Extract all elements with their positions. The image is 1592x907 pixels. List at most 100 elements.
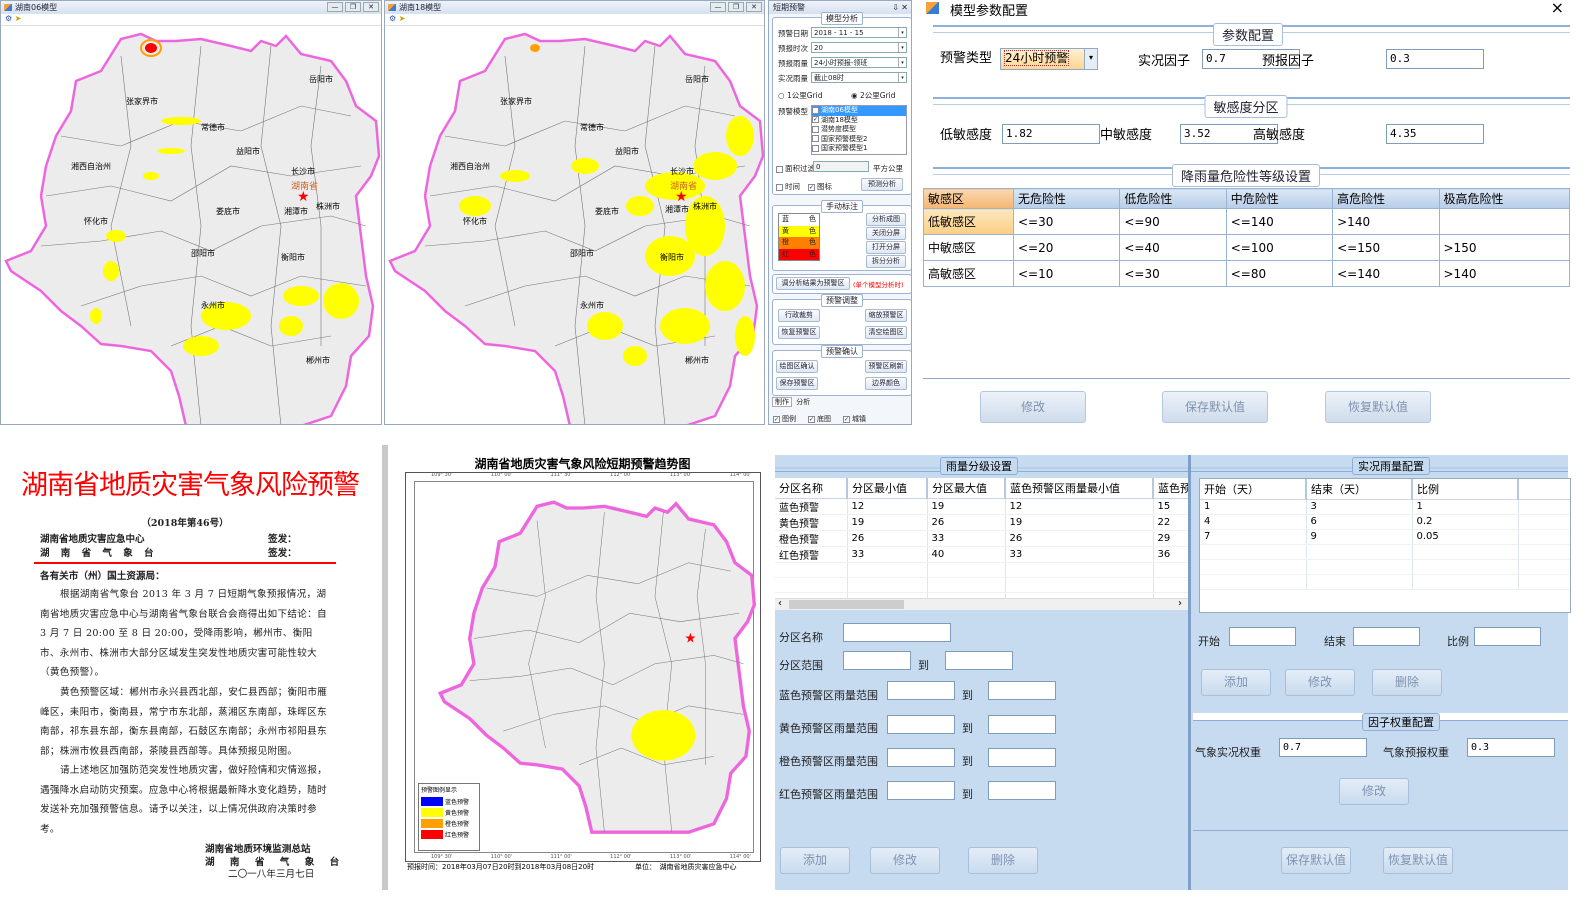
table-cell[interactable]: <=100 xyxy=(1225,234,1334,261)
modify-button[interactable]: 修改 xyxy=(870,847,940,874)
red-min-input[interactable] xyxy=(887,781,955,800)
table-row[interactable]: 4 6 0.2 xyxy=(1200,514,1570,530)
map-06[interactable] xyxy=(1,26,382,425)
modify-button[interactable]: 修改 xyxy=(980,391,1086,423)
delete-button[interactable]: 删除 xyxy=(1372,669,1442,696)
modify-weight-button[interactable]: 修改 xyxy=(1339,778,1409,805)
model-item[interactable]: 国家预警模型1 xyxy=(812,144,906,154)
yellow-max-input[interactable] xyxy=(988,715,1056,734)
table-cell[interactable]: 9 xyxy=(1306,529,1413,545)
model-item[interactable]: 国家预警模型2 xyxy=(812,135,906,145)
predict-analysis-button[interactable]: 预测分析 xyxy=(861,178,903,191)
table-cell[interactable]: 26 xyxy=(847,530,928,547)
table-cell[interactable]: 29 xyxy=(1153,530,1188,547)
zoom-warning-button[interactable]: 缩放预警区 xyxy=(865,309,907,322)
column-header[interactable]: 结束（天） xyxy=(1306,479,1413,500)
basemap-checkbox[interactable]: ✓ 底图 xyxy=(808,415,831,423)
scroll-right-arrow-icon[interactable]: › xyxy=(1178,598,1182,609)
table-cell[interactable]: 19 xyxy=(927,498,1006,515)
table-cell[interactable]: >140 xyxy=(1438,260,1570,287)
table-cell[interactable]: 0.05 xyxy=(1412,529,1519,545)
table-cell[interactable]: <=150 xyxy=(1332,234,1440,261)
time-checkbox[interactable]: 时间 xyxy=(776,181,800,192)
obs-weight-input[interactable]: 0.7 xyxy=(1279,738,1367,757)
table-cell[interactable]: 33 xyxy=(927,530,1006,547)
refresh-warning-button[interactable]: 预警区刷新 xyxy=(865,360,907,373)
radio-1km[interactable]: ○ 1公里Grid xyxy=(778,91,823,100)
table-cell[interactable]: 12 xyxy=(1005,498,1154,515)
dropdown-arrow-icon[interactable]: ▾ xyxy=(898,28,906,37)
table-cell[interactable]: 15 xyxy=(1153,498,1188,515)
restore-warning-button[interactable]: 恢复预警区 xyxy=(778,326,820,339)
table-row[interactable]: 黄色预警 19 26 19 22 xyxy=(775,514,1188,531)
to-warning-area-button[interactable]: 调分析结果为预警区 xyxy=(776,277,850,290)
table-row[interactable]: 7 9 0.05 xyxy=(1200,529,1570,545)
table-cell[interactable]: 红色预警 xyxy=(775,546,848,563)
restore-default-button[interactable]: 恢复默认值 xyxy=(1325,391,1431,423)
close-button[interactable]: ✕ xyxy=(746,2,762,12)
table-cell[interactable]: 19 xyxy=(847,514,928,531)
table-cell[interactable]: 22 xyxy=(1153,514,1188,531)
open-split-button[interactable]: 打开分屏 xyxy=(866,241,906,254)
table-cell[interactable]: <=80 xyxy=(1225,260,1334,287)
column-header[interactable]: 分区名称 xyxy=(775,478,848,499)
end-input[interactable] xyxy=(1353,627,1420,646)
column-header[interactable]: 高危险性 xyxy=(1332,188,1440,209)
level-yellow[interactable]: 黄色 xyxy=(779,225,819,237)
table-row[interactable]: 中敏感区 <=20 <=40 <=100 <=150 >150 xyxy=(923,234,1570,261)
start-input[interactable] xyxy=(1229,627,1296,646)
table-cell[interactable]: 蓝色预警 xyxy=(775,498,848,515)
close-icon[interactable]: ✕ xyxy=(901,3,908,12)
level-red[interactable]: 红色 xyxy=(779,248,819,260)
high-sens-input[interactable]: 4.35 xyxy=(1386,124,1484,144)
boundary-color-button[interactable]: 边界颜色 xyxy=(865,377,907,390)
identify-icon[interactable]: ⚙ xyxy=(5,14,13,23)
level-orange[interactable]: 橙色 xyxy=(779,237,819,249)
table-cell[interactable]: <=30 xyxy=(1012,208,1121,235)
column-header[interactable]: 无危险性 xyxy=(1012,188,1121,209)
red-max-input[interactable] xyxy=(988,781,1056,800)
model-list[interactable]: ✓ 湖南06模型 ✓ 湖南18模型 潜势度模型 国家预警模型2 国家预警模型1 xyxy=(811,105,907,155)
column-header[interactable]: 分区最大值 xyxy=(927,478,1006,499)
table-cell[interactable]: <=40 xyxy=(1119,234,1227,261)
horizontal-scrollbar[interactable]: ‹ › xyxy=(775,598,1188,610)
table-cell[interactable]: 26 xyxy=(1005,530,1154,547)
yellow-min-input[interactable] xyxy=(887,715,955,734)
observed-select[interactable]: 截止08时 ▾ xyxy=(811,72,907,83)
table-cell[interactable]: 4 xyxy=(1200,514,1307,530)
orange-min-input[interactable] xyxy=(887,748,955,767)
zone-max-input[interactable] xyxy=(945,651,1013,670)
dropdown-arrow-icon[interactable]: ▾ xyxy=(898,43,906,52)
model-item[interactable]: ✓ 湖南18模型 xyxy=(812,115,858,124)
area-filter-checkbox[interactable]: 面积过滤 xyxy=(776,163,815,174)
table-cell[interactable]: 12 xyxy=(847,498,928,515)
minimize-button[interactable]: — xyxy=(710,2,726,12)
towns-checkbox[interactable]: ✓ 城镇 xyxy=(843,415,866,423)
save-default-button[interactable]: 保存默认值 xyxy=(1162,391,1268,423)
save-warning-button[interactable]: 保存预警区 xyxy=(776,377,818,390)
tab-analysis[interactable]: 分析 xyxy=(796,398,811,406)
radio-2km[interactable]: ◉ 2公里Grid xyxy=(851,91,896,100)
table-cell[interactable]: 33 xyxy=(847,546,928,563)
identify-icon[interactable]: ⚙ xyxy=(389,14,397,23)
rain-grading-grid[interactable]: 分区名称 分区最小值 分区最大值 蓝色预警区雨量最小值 蓝色预 蓝色预警 12 19 12 15… xyxy=(775,478,1188,610)
zone-min-input[interactable] xyxy=(843,651,911,670)
orange-max-input[interactable] xyxy=(988,748,1056,767)
table-row[interactable]: 高敏感区 <=10 <=30 <=80 <=140 >140 xyxy=(923,260,1570,287)
table-cell[interactable]: 19 xyxy=(1005,514,1154,531)
delete-button[interactable]: 删除 xyxy=(968,847,1038,874)
column-header[interactable]: 分区最小值 xyxy=(847,478,928,499)
table-row[interactable]: 红色预警 33 40 33 36 xyxy=(775,546,1188,563)
dropdown-arrow-icon[interactable]: ▾ xyxy=(1084,49,1097,69)
color-level-list[interactable]: 蓝色 黄色 橙色 红色 xyxy=(778,213,820,261)
table-row[interactable]: 蓝色预警 12 19 12 15 xyxy=(775,498,1188,515)
warn-type-select[interactable]: 24小时预警 ▾ xyxy=(1000,48,1098,70)
close-button[interactable]: ✕ xyxy=(363,2,379,12)
clear-drawing-button[interactable]: 清空绘图区 xyxy=(865,326,907,339)
add-button[interactable]: 添加 xyxy=(780,847,850,874)
column-header[interactable]: 比例 xyxy=(1412,479,1519,500)
column-header[interactable]: 中危险性 xyxy=(1225,188,1334,209)
table-cell[interactable]: 33 xyxy=(1005,546,1154,563)
